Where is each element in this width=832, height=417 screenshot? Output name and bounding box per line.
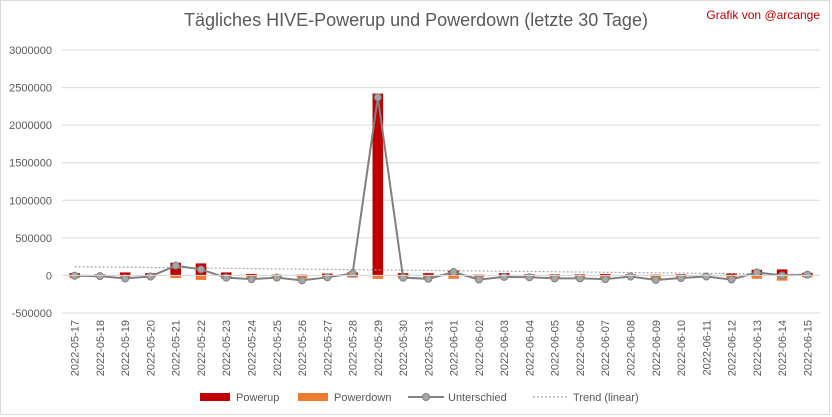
y-tick-label: 0 (46, 270, 52, 282)
difference-line (70, 93, 812, 285)
powerup-bar (423, 273, 434, 276)
difference-point (752, 268, 761, 277)
y-axis: -500000 0 500000 1000000 1500000 2000000 25000… (9, 45, 52, 320)
x-tick-label: 2022-06-15 (802, 320, 814, 376)
difference-point (702, 272, 711, 281)
powerup-bar (372, 93, 384, 276)
x-tick-label: 2022-06-12 (727, 320, 739, 376)
x-tick-label: 2022-05-28 (348, 320, 360, 376)
y-tick-label: 1000000 (9, 195, 52, 207)
difference-point (196, 265, 205, 274)
y-tick-label: 500000 (15, 233, 52, 245)
legend-label: Trend (linear) (573, 392, 639, 404)
powerup-bar (599, 273, 611, 276)
y-tick-label: 3000000 (9, 45, 52, 57)
x-tick-label: 2022-05-17 (70, 320, 82, 376)
difference-point (323, 273, 332, 282)
x-tick-label: 2022-06-03 (499, 320, 511, 376)
x-tick-label: 2022-05-21 (171, 320, 183, 376)
legend-swatch (200, 393, 230, 401)
difference-point (121, 274, 130, 283)
x-tick-label: 2022-06-01 (449, 320, 461, 376)
difference-point (727, 275, 736, 284)
x-tick-label: 2022-06-09 (651, 320, 663, 376)
chart-credit: Grafik von @arcange (706, 8, 820, 22)
difference-point (601, 275, 610, 284)
x-tick-label: 2022-05-23 (221, 320, 233, 376)
difference-point (272, 273, 281, 282)
difference-point (298, 276, 307, 285)
bars (69, 93, 813, 281)
difference-point (247, 275, 256, 284)
y-tick-label: 2500000 (9, 83, 52, 95)
legend-label: Powerup (236, 392, 279, 404)
x-tick-label: 2022-06-06 (575, 320, 587, 376)
powerdown-bar (751, 275, 763, 279)
difference-point (399, 273, 408, 282)
difference-point (626, 272, 635, 281)
x-tick-label: 2022-06-14 (777, 320, 789, 376)
x-tick-label: 2022-06-04 (524, 320, 536, 376)
legend-swatch (298, 393, 328, 401)
difference-point (222, 273, 231, 282)
difference-point (525, 273, 534, 282)
difference-point (677, 274, 686, 283)
difference-point (171, 261, 180, 270)
difference-point (651, 275, 660, 284)
x-tick-label: 2022-05-22 (196, 320, 208, 376)
difference-point (424, 274, 433, 283)
difference-point (575, 274, 584, 283)
x-tick-label: 2022-05-24 (247, 320, 259, 376)
x-axis: 2022-05-17 2022-05-18 2022-05-19 2022-05-20… (62, 274, 820, 376)
x-tick-label: 2022-06-02 (474, 320, 486, 376)
powerdown-bar (448, 275, 459, 279)
powerup-bar (726, 273, 737, 276)
legend-label: Powerdown (334, 392, 391, 404)
difference-point (146, 272, 155, 281)
powerup-bar (119, 272, 131, 276)
powerdown-bar (170, 275, 182, 279)
y-tick-label: 2000000 (9, 120, 52, 132)
x-tick-label: 2022-05-26 (297, 320, 309, 376)
difference-point (550, 274, 559, 283)
x-tick-label: 2022-06-13 (752, 320, 764, 376)
x-tick-label: 2022-05-20 (145, 320, 157, 376)
legend: Powerup Powerdown Unterschied Trend (linear… (200, 392, 639, 404)
x-tick-label: 2022-06-05 (550, 320, 562, 376)
x-tick-label: 2022-06-10 (676, 320, 688, 376)
legend-marker (422, 393, 430, 401)
x-tick-label: 2022-06-08 (626, 320, 638, 376)
difference-point (373, 93, 382, 102)
x-tick-label: 2022-05-19 (120, 320, 132, 376)
legend-label: Unterschied (448, 392, 507, 404)
x-tick-label: 2022-05-31 (423, 320, 435, 376)
difference-point (474, 275, 483, 284)
x-tick-label: 2022-05-25 (272, 320, 284, 376)
difference-point (95, 272, 104, 281)
difference-point (449, 268, 458, 277)
difference-point (803, 270, 812, 279)
powerdown-bar (372, 275, 384, 279)
x-tick-label: 2022-06-11 (701, 320, 713, 375)
x-tick-label: 2022-05-29 (373, 320, 385, 376)
x-tick-label: 2022-06-07 (600, 320, 612, 376)
difference-point (348, 269, 357, 278)
y-tick-label: -500000 (12, 308, 52, 320)
powerdown-bar (195, 275, 207, 280)
y-tick-label: 1500000 (9, 158, 52, 170)
difference-point (500, 272, 509, 281)
x-tick-label: 2022-05-30 (398, 320, 410, 376)
chart-title: Tägliches HIVE-Powerup und Powerdown (le… (184, 10, 648, 30)
x-tick-label: 2022-05-27 (322, 320, 334, 376)
powerup-bar (246, 273, 257, 276)
x-tick-label: 2022-05-18 (95, 320, 107, 376)
